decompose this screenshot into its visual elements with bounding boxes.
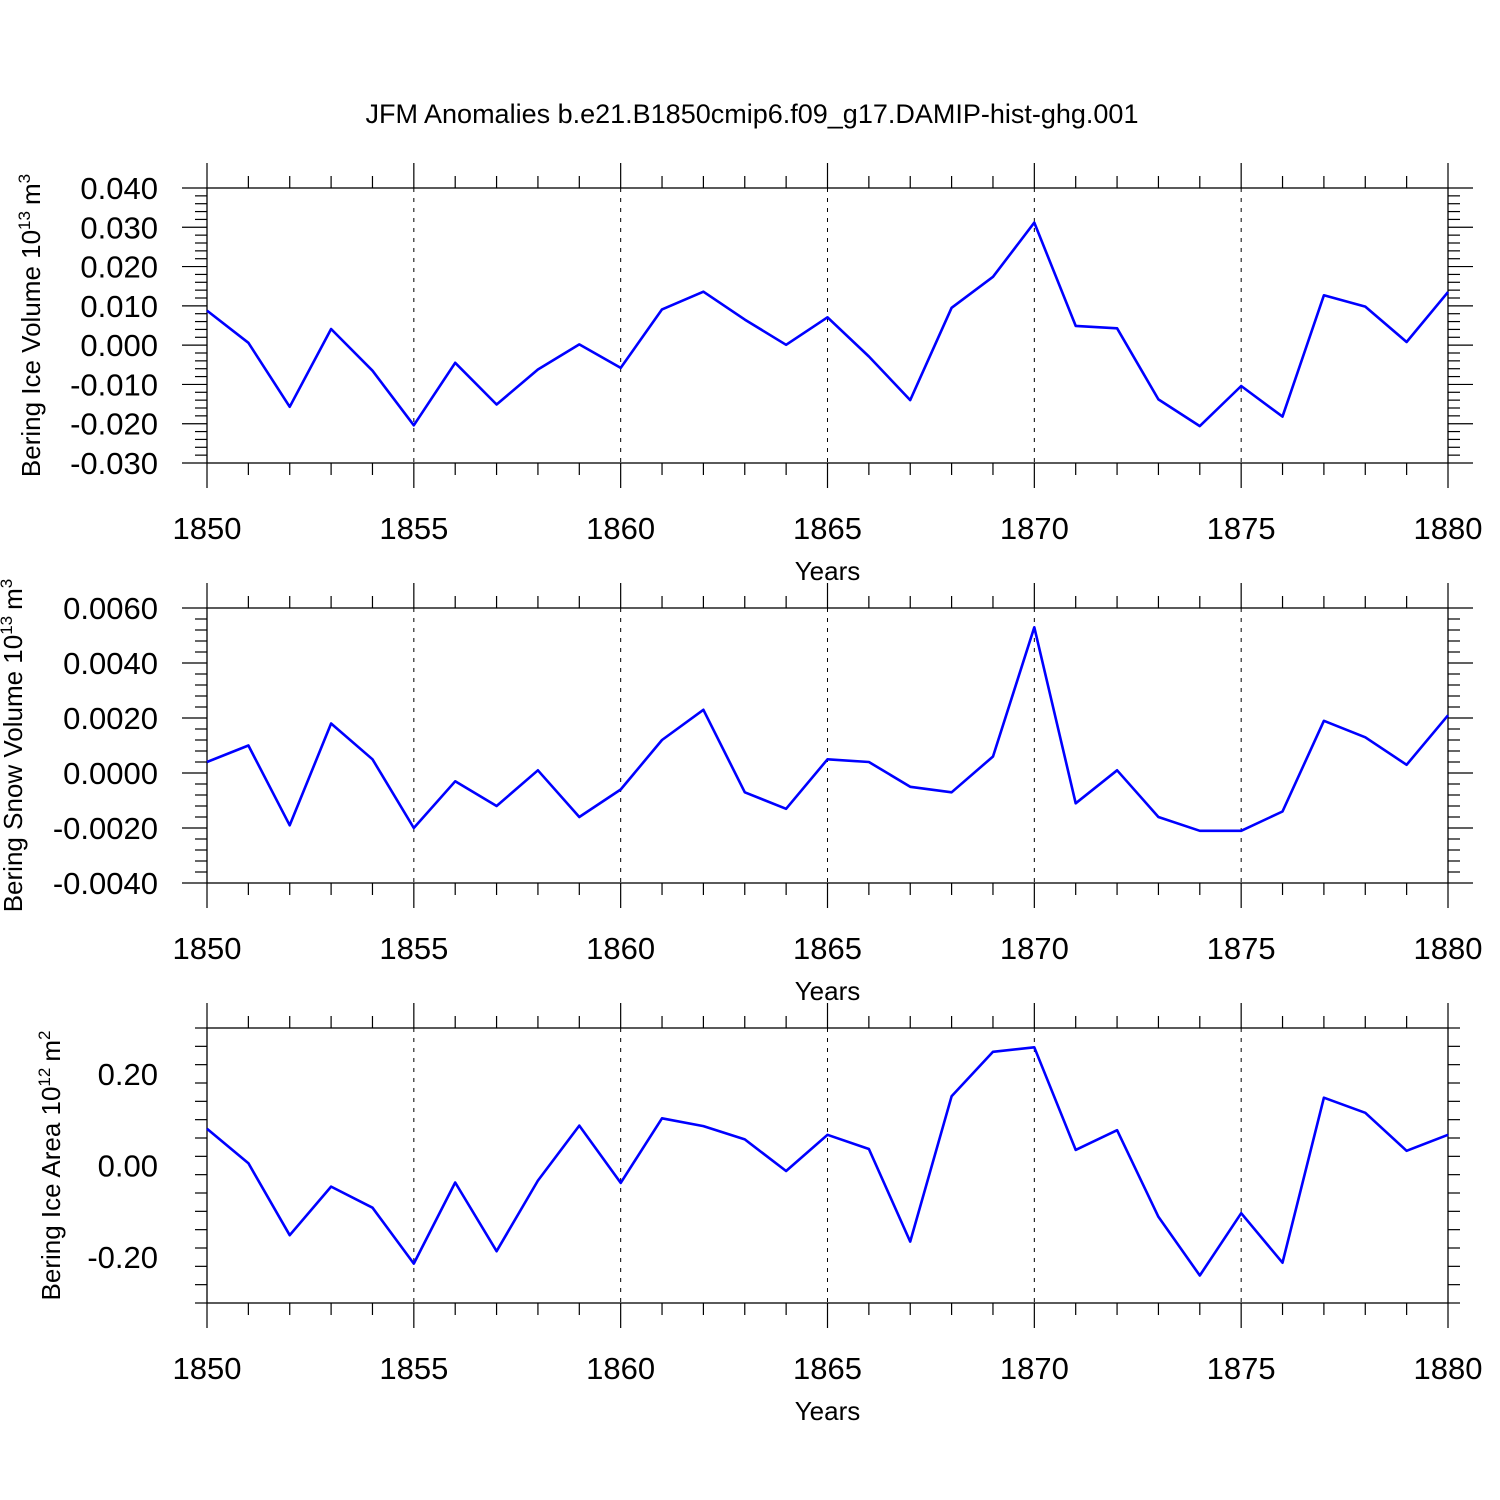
y-tick-label: 0.0020 — [63, 701, 158, 736]
x-tick-label: 1870 — [1000, 1351, 1069, 1386]
x-tick-label: 1870 — [1000, 931, 1069, 966]
figure-title: JFM Anomalies b.e21.B1850cmip6.f09_g17.D… — [366, 99, 1139, 129]
x-axis-label: Years — [795, 556, 861, 586]
chart-panel-3: -0.20 0.00 0.20 1850 1855 1860 1865 1870 1875 188… — [35, 1003, 1482, 1426]
x-tick-label: 1850 — [173, 1351, 242, 1386]
x-tick-label: 1855 — [379, 1351, 448, 1386]
x-tick-label: 1865 — [793, 511, 862, 546]
x-tick-label: 1875 — [1207, 1351, 1276, 1386]
y-axis-label-unit: m — [0, 588, 28, 610]
y-tick-label: 0.040 — [80, 171, 158, 206]
x-tick-label: 1870 — [1000, 511, 1069, 546]
x-tick-label: 1880 — [1414, 1351, 1483, 1386]
chart-panel-1: -0.030 -0.020 -0.010 0.000 0.010 0.020 0.030 0.… — [15, 163, 1482, 586]
x-tick-label: 1880 — [1414, 931, 1483, 966]
y-tick-label: 0.030 — [80, 210, 158, 245]
y-tick-label: -0.020 — [70, 407, 158, 442]
y-tick-label: 0.20 — [98, 1057, 158, 1092]
y-axis-label-main: Bering Snow Volume 10 — [0, 635, 28, 913]
x-tick-label: 1865 — [793, 1351, 862, 1386]
x-tick-label: 1860 — [586, 931, 655, 966]
y-axis-label-main: Bering Ice Volume 10 — [16, 230, 46, 477]
y-axis-label-unit: m — [16, 183, 46, 205]
series-line — [206, 1046, 1449, 1277]
y-tick-label: -0.20 — [87, 1240, 158, 1275]
series-line — [206, 625, 1449, 833]
x-tick-label: 1855 — [379, 511, 448, 546]
y-axis-label-main: Bering Ice Area 10 — [36, 1087, 66, 1301]
x-tick-label: 1875 — [1207, 931, 1276, 966]
y-tick-label: 0.0000 — [63, 756, 158, 791]
x-axis-label: Years — [795, 1396, 861, 1426]
x-tick-label: 1860 — [586, 511, 655, 546]
x-axis-label: Years — [795, 976, 861, 1006]
y-tick-label: 0.0060 — [63, 591, 158, 626]
y-tick-label: -0.010 — [70, 367, 158, 402]
x-tick-label: 1865 — [793, 931, 862, 966]
y-axis-label-exponent: 13 — [0, 616, 16, 635]
y-tick-label: 0.010 — [80, 289, 158, 324]
x-tick-label: 1875 — [1207, 511, 1276, 546]
y-tick-label: -0.0040 — [53, 866, 158, 901]
y-axis-label: Bering Snow Volume 1013 m3 — [0, 579, 28, 913]
y-tick-label: -0.0020 — [53, 811, 158, 846]
y-axis-label-unit-exponent: 3 — [15, 174, 34, 183]
x-tick-label: 1860 — [586, 1351, 655, 1386]
y-axis-label: Bering Ice Area 1012 m2 — [35, 1031, 66, 1301]
x-tick-label: 1855 — [379, 931, 448, 966]
y-tick-label: 0.000 — [80, 328, 158, 363]
y-axis-label-unit-exponent: 2 — [35, 1031, 54, 1040]
y-axis-label-unit-exponent: 3 — [0, 579, 16, 588]
y-axis-label-exponent: 12 — [35, 1068, 54, 1087]
x-tick-label: 1880 — [1414, 511, 1483, 546]
x-tick-label: 1850 — [173, 931, 242, 966]
y-tick-label: 0.0040 — [63, 646, 158, 681]
panels: -0.030 -0.020 -0.010 0.000 0.010 0.020 0.030 0.… — [0, 163, 1482, 1426]
series-line — [206, 221, 1450, 428]
y-axis-label-unit: m — [36, 1040, 66, 1062]
y-axis-label: Bering Ice Volume 1013 m3 — [15, 174, 46, 477]
y-tick-label: 0.020 — [80, 250, 158, 285]
x-tick-label: 1850 — [173, 511, 242, 546]
y-tick-label: 0.00 — [98, 1149, 158, 1184]
y-tick-label: -0.030 — [70, 446, 158, 481]
y-axis-label-exponent: 13 — [15, 211, 34, 230]
chart-panel-2: -0.0040 -0.0020 0.0000 0.0020 0.0040 0.0060 18… — [0, 579, 1482, 1006]
